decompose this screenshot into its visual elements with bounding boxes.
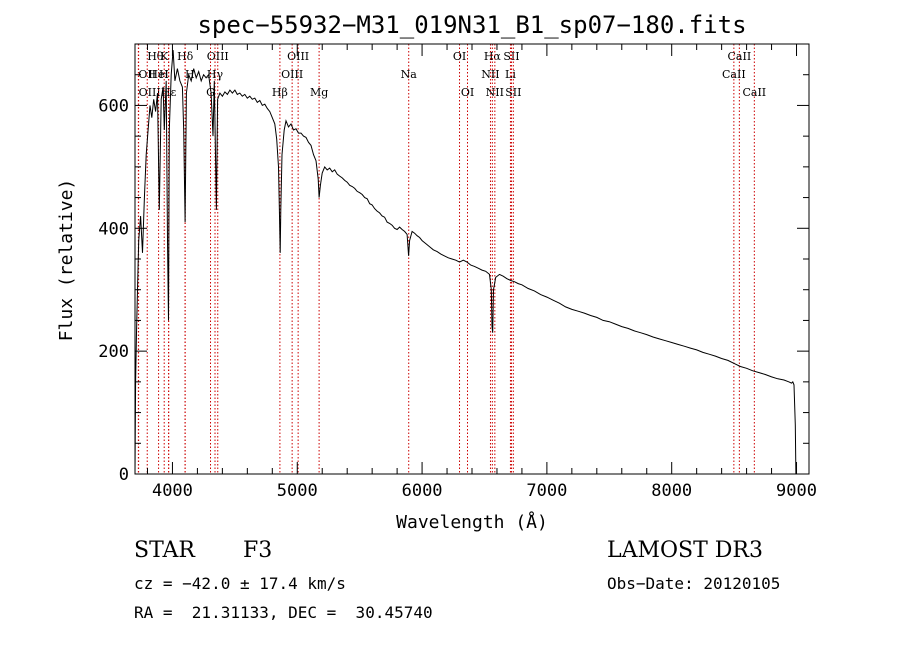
line-marker-label-1: OII — [138, 68, 156, 81]
line-marker-label-25: CaII — [728, 50, 752, 63]
object-subclass: F3 — [243, 538, 273, 563]
x-tick-label-4: 8000 — [651, 481, 692, 501]
redshift-readout: cz = −42.0 ± 17.4 km/s — [134, 574, 346, 593]
line-marker-label-5: Hε — [161, 86, 177, 99]
line-marker-label-26: CaII — [722, 68, 746, 81]
line-marker-label-19: Hα — [484, 50, 502, 63]
line-marker-label-10: Hγ — [207, 68, 224, 81]
line-marker-label-0: Hθ — [147, 50, 164, 63]
y-axis-label: Flux (relative) — [56, 179, 77, 342]
line-marker-label-6: Hδ — [177, 50, 194, 63]
line-marker-label-8: H — [185, 68, 195, 81]
line-marker-label-2: OIII — [139, 86, 161, 99]
line-marker-label-20: NII — [481, 68, 499, 81]
line-marker-label-3: K — [160, 50, 169, 63]
spectrum-line — [134, 50, 797, 475]
x-tick-label-0: 4000 — [152, 481, 193, 501]
line-marker-label-24: SII — [505, 86, 521, 99]
y-tick-label-3: 600 — [98, 96, 129, 116]
line-marker-label-22: SII — [503, 50, 519, 63]
x-tick-label-3: 7000 — [526, 481, 567, 501]
line-marker-label-23: Li — [505, 68, 516, 81]
axes-group: 4000 5000 6000 7000 8000 9000 0 200 400 600 — [98, 44, 817, 501]
line-marker-label-7: H — [159, 68, 169, 81]
line-marker-label-14: Hβ — [272, 86, 288, 99]
line-marker-label-13: OIII — [281, 68, 303, 81]
line-marker-label-4: HeI — [148, 68, 168, 81]
line-marker-label-27: CaII — [742, 86, 766, 99]
line-marker-label-15: Mg — [310, 86, 328, 99]
line-marker-label-16: Na — [401, 68, 418, 81]
line-marker-label-17: OI — [453, 50, 466, 63]
line-marker-label-18: OI — [461, 86, 474, 99]
survey-label: LAMOST DR3 — [607, 538, 763, 563]
line-marker-label-12: OIII — [287, 50, 309, 63]
chart-title: spec−55932−M31_019N31_B1_sp07−180.fits — [197, 11, 746, 39]
y-tick-label-0: 0 — [119, 465, 129, 485]
plot-frame — [134, 43, 810, 475]
line-marker-label-21: NII — [486, 86, 504, 99]
x-axis-label: Wavelength (Å) — [396, 511, 548, 533]
x-tick-label-2: 6000 — [402, 481, 443, 501]
object-class: STAR — [134, 538, 195, 563]
y-tick-label-1: 200 — [98, 342, 129, 362]
line-marker-label-9: OIII — [207, 50, 229, 63]
line-marker-label-11: G — [206, 86, 215, 99]
x-tick-label-5: 9000 — [776, 481, 817, 501]
coordinates: RA = 21.31133, DEC = 30.45740 — [134, 603, 433, 622]
obs-date: Obs−Date: 20120105 — [607, 574, 781, 593]
y-tick-label-2: 400 — [98, 219, 129, 239]
x-tick-label-1: 5000 — [277, 481, 318, 501]
